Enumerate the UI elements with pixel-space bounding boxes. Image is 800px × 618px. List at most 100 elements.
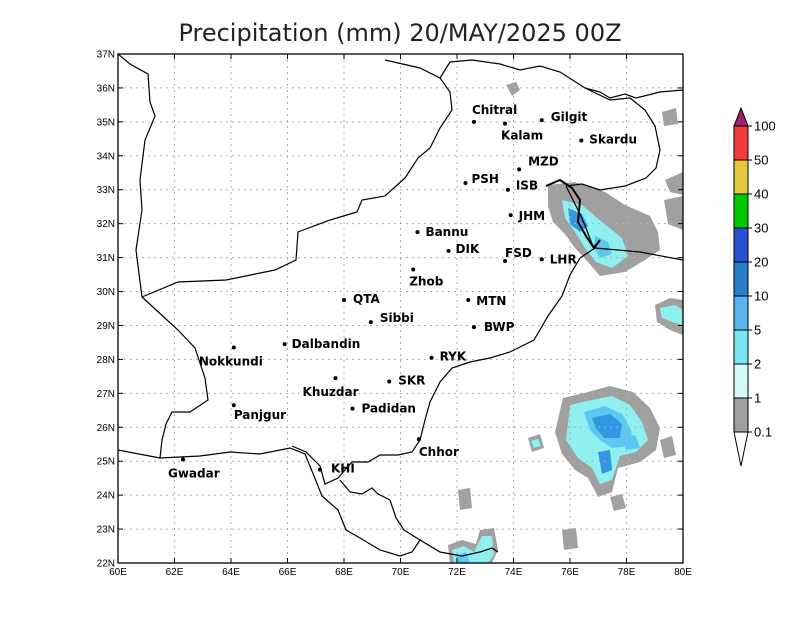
y-tick-label: 37N: [97, 50, 115, 61]
y-tick-label: 22N: [97, 559, 115, 570]
city-label-psh: PSH: [471, 172, 498, 186]
legend-top-arrow: [733, 106, 749, 127]
city-dot-mzd: [517, 167, 522, 172]
line-of-control: [545, 178, 601, 250]
legend-label: 2: [754, 357, 761, 372]
city-dot-ryk: [429, 355, 434, 360]
precip-gray: [458, 488, 472, 510]
precip-gray: [610, 494, 626, 511]
precip-light-blue: [531, 439, 541, 448]
precipitation-legend: 100 50 40 30 20 10 5 2 1 0.1: [733, 106, 776, 467]
y-tick-label: 25N: [97, 457, 115, 468]
pakistan-border-west: [141, 59, 661, 298]
city-label-fsd: FSD: [505, 246, 532, 260]
city-dot-dik: [446, 248, 451, 253]
city-label-lhr: LHR: [550, 252, 577, 266]
y-tick-label: 31N: [97, 253, 115, 264]
x-tick-label: 70E: [392, 567, 410, 578]
x-tick-label: 80E: [674, 567, 692, 578]
city-dot-nokkundi: [231, 345, 236, 350]
x-tick-label: 68E: [335, 567, 353, 578]
city-label-khuzdar: Khuzdar: [303, 385, 359, 399]
city-label-skr: SKR: [398, 373, 425, 387]
legend-swatch: [733, 125, 749, 161]
legend-swatch: [733, 227, 749, 263]
city-dot-bwp: [471, 325, 476, 330]
city-dot-mtn: [466, 298, 471, 303]
city-dot-panjgur: [231, 403, 236, 408]
precip-gray: [562, 528, 578, 550]
city-label-kalam: Kalam: [501, 129, 543, 143]
legend-swatch: [733, 363, 749, 399]
india-border-south: [594, 247, 683, 261]
city-label-chitral: Chitral: [472, 103, 517, 117]
y-tick-label: 26N: [97, 423, 115, 434]
city-label-khi: KHI: [331, 462, 355, 476]
legend-label: 1: [754, 391, 761, 406]
y-tick-label: 32N: [97, 219, 115, 230]
iran-afghanistan-border: [118, 54, 156, 298]
grid-lines: [118, 54, 683, 563]
x-tick-label: 64E: [222, 567, 240, 578]
x-axis-labels: 60E 62E 64E 66E 68E 70E 72E 74E 76E 78E 80E: [109, 567, 692, 578]
city-dot-khuzdar: [333, 376, 338, 381]
x-tick-label: 62E: [166, 567, 184, 578]
y-tick-label: 23N: [97, 525, 115, 536]
y-tick-label: 36N: [97, 83, 115, 94]
y-tick-label: 30N: [97, 287, 115, 298]
coastline: [118, 447, 421, 557]
india-china-border: [635, 89, 683, 99]
y-tick-label: 33N: [97, 185, 115, 196]
precip-light-blue: [660, 305, 683, 325]
city-dot-kalam: [503, 121, 508, 126]
y-tick-label: 29N: [97, 321, 115, 332]
x-tick-label: 78E: [618, 567, 636, 578]
y-tick-label: 27N: [97, 389, 115, 400]
precip-gray: [664, 196, 683, 230]
axis-ticks: [117, 53, 684, 564]
city-label-qta: QTA: [353, 292, 380, 306]
city-label-bannu: Bannu: [425, 225, 468, 239]
city-dot-khi: [317, 467, 322, 472]
city-dot-skardu: [579, 138, 584, 143]
city-label-dalbandin: Dalbandin: [292, 337, 361, 351]
city-label-padidan: Padidan: [361, 402, 416, 416]
legend-label: 20: [754, 255, 768, 270]
city-label-nokkundi: Nokkundi: [199, 355, 263, 369]
city-label-mzd: MZD: [528, 154, 559, 168]
legend-label: 40: [754, 187, 768, 202]
city-label-ryk: RYK: [440, 350, 467, 364]
legend-bottom-arrow: [733, 431, 749, 467]
x-tick-label: 66E: [279, 567, 297, 578]
city-dot-gilgit: [539, 118, 544, 123]
city-label-sibbi: Sibbi: [380, 311, 414, 325]
legend-label: 10: [754, 289, 768, 304]
city-label-panjgur: Panjgur: [234, 408, 286, 422]
city-dot-jhm: [508, 213, 513, 218]
x-tick-label: 72E: [448, 567, 466, 578]
legend-swatch: [733, 295, 749, 331]
city-dot-qta: [342, 298, 346, 303]
coastline-india: [419, 539, 499, 557]
city-label-gwadar: Gwadar: [168, 467, 220, 481]
city-dot-chitral: [471, 119, 476, 124]
city-label-zhob: Zhob: [409, 274, 443, 288]
city-label-chhor: Chhor: [419, 445, 459, 459]
city-dot-gwadar: [180, 457, 185, 462]
city-label-jhm: JHM: [518, 209, 545, 223]
city-dot-skr: [387, 379, 392, 384]
y-tick-label: 35N: [97, 117, 115, 128]
precip-gray: [506, 82, 520, 96]
city-markers: Chitral Gilgit Kalam Skardu MZD PSH ISB JHM Bann…: [168, 103, 637, 481]
legend-swatch: [733, 261, 749, 297]
afghanistan-north-border: [384, 59, 441, 79]
precip-blue: [592, 414, 622, 438]
y-tick-label: 28N: [97, 355, 115, 366]
y-tick-label: 34N: [97, 151, 115, 162]
china-border: [584, 87, 637, 99]
legend-label: 5: [754, 323, 761, 338]
city-label-dik: DIK: [456, 242, 480, 256]
city-dot-dalbandin: [282, 342, 287, 347]
city-dot-isb: [505, 187, 510, 192]
